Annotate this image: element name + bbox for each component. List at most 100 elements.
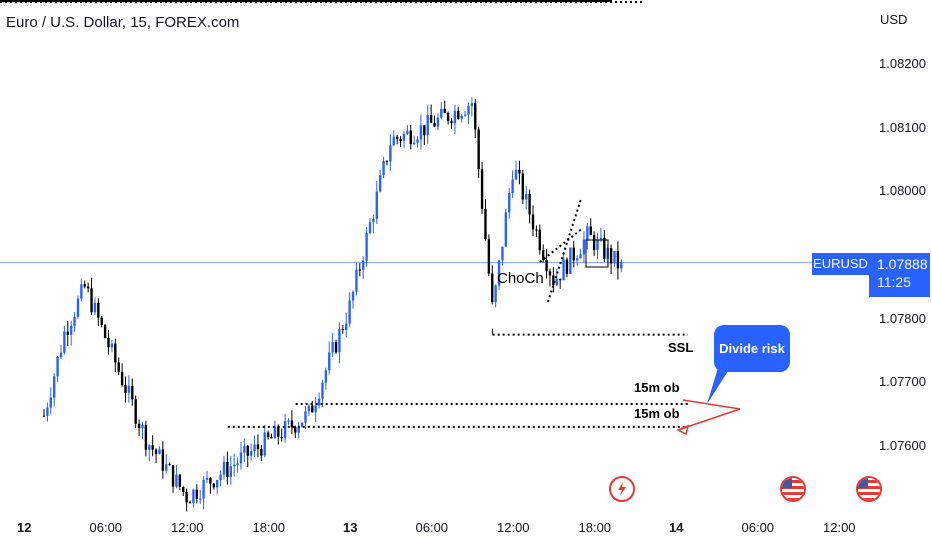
candle-body bbox=[229, 466, 232, 478]
candles bbox=[42, 97, 623, 512]
choch-label[interactable]: ChoCh bbox=[497, 270, 544, 287]
candle-body bbox=[365, 233, 368, 261]
candle-body bbox=[151, 445, 154, 450]
candle-body bbox=[589, 226, 592, 236]
candle-body bbox=[409, 130, 412, 145]
candle-body bbox=[484, 208, 487, 240]
x-tick-label: 18:00 bbox=[252, 520, 286, 535]
candle-body bbox=[90, 288, 93, 313]
candle-body bbox=[518, 169, 521, 174]
candle-body bbox=[56, 357, 59, 377]
candle-body bbox=[154, 449, 158, 455]
chart-title: Euro / U.S. Dollar, 15, FOREX.com bbox=[6, 14, 240, 31]
candle-body bbox=[80, 284, 83, 299]
candle-body bbox=[290, 420, 294, 428]
candle-body bbox=[470, 103, 474, 107]
candle-body bbox=[165, 464, 168, 471]
candle-body bbox=[185, 491, 188, 503]
candle-body bbox=[609, 248, 613, 264]
candle-body bbox=[294, 427, 297, 433]
candle-body bbox=[368, 222, 372, 234]
candle-body bbox=[158, 449, 161, 455]
candle-body bbox=[141, 424, 144, 429]
candle-body bbox=[541, 250, 545, 260]
candle-body bbox=[575, 258, 579, 261]
candle-body bbox=[521, 173, 525, 200]
candle-body bbox=[103, 324, 107, 338]
candle-body bbox=[280, 436, 283, 439]
candle-body bbox=[256, 444, 260, 450]
candle-body bbox=[531, 214, 535, 230]
x-tick-label: 06:00 bbox=[415, 520, 449, 535]
ob-upper-label[interactable]: 15m ob bbox=[634, 380, 680, 395]
candle-body bbox=[514, 169, 518, 180]
candle-body bbox=[372, 218, 375, 223]
candle-body bbox=[392, 136, 395, 146]
candle-body bbox=[287, 420, 290, 422]
candle-body bbox=[188, 502, 192, 504]
candle-body bbox=[426, 115, 429, 136]
candle-body bbox=[243, 445, 246, 453]
candle-body bbox=[423, 125, 426, 136]
candle-body bbox=[266, 432, 270, 438]
x-tick-label: 12:00 bbox=[823, 520, 856, 535]
candle-body bbox=[161, 449, 165, 471]
y-tick-label: 1.08100 bbox=[879, 119, 926, 135]
candle-body bbox=[69, 325, 73, 335]
candle-body bbox=[168, 464, 171, 466]
candle-body bbox=[457, 110, 460, 119]
candle-body bbox=[334, 342, 338, 353]
candle-body bbox=[195, 489, 199, 499]
candle-body bbox=[402, 133, 406, 141]
candle-body bbox=[86, 286, 90, 289]
candle-body bbox=[137, 423, 141, 429]
candle-body bbox=[440, 108, 443, 118]
lightning-icon[interactable] bbox=[609, 476, 635, 502]
candle-body bbox=[110, 343, 114, 348]
candle-body bbox=[599, 237, 603, 240]
candle-body bbox=[558, 278, 562, 281]
candle-body bbox=[416, 139, 419, 143]
candle-body bbox=[474, 103, 477, 130]
x-tick-label: 12:00 bbox=[171, 520, 204, 535]
candle-body bbox=[535, 229, 538, 231]
candle-body bbox=[273, 426, 277, 439]
candle-body bbox=[555, 278, 558, 286]
candle-body bbox=[586, 226, 589, 240]
candle-body bbox=[565, 259, 569, 274]
candle-body bbox=[480, 169, 484, 209]
candle-body bbox=[538, 229, 541, 251]
red-arrow-head bbox=[676, 424, 690, 436]
candle-body bbox=[395, 136, 399, 139]
candle-body bbox=[548, 271, 552, 276]
us-flag-icon[interactable] bbox=[856, 476, 882, 502]
candle-body bbox=[76, 298, 80, 317]
candle-body bbox=[331, 342, 334, 353]
us-flag-icon[interactable] bbox=[780, 476, 806, 502]
ob-lower-label[interactable]: 15m ob bbox=[634, 406, 680, 421]
x-tick-label: 06:00 bbox=[741, 520, 775, 535]
candle-body bbox=[508, 193, 511, 213]
candle-body bbox=[249, 451, 253, 456]
candle-body bbox=[345, 323, 348, 330]
candle-body bbox=[93, 302, 97, 313]
candle-body bbox=[497, 260, 501, 286]
candle-body bbox=[491, 273, 494, 303]
candle-body bbox=[429, 115, 433, 123]
candle-body bbox=[307, 405, 311, 412]
candle-body bbox=[171, 465, 175, 487]
candle-body bbox=[450, 120, 453, 124]
y-tick-label: 1.07700 bbox=[879, 374, 926, 390]
last-price-badge: 1.07888 11:25 bbox=[869, 253, 930, 297]
candle-body bbox=[412, 142, 416, 145]
ssl-label[interactable]: SSL bbox=[668, 340, 694, 355]
candle-body bbox=[511, 179, 514, 194]
x-tick-label: 12 bbox=[17, 520, 32, 535]
divide-risk-callout[interactable]: Divide risk bbox=[714, 325, 790, 372]
x-tick-label: 13 bbox=[343, 520, 358, 535]
candle-body bbox=[192, 489, 195, 503]
candle-body bbox=[525, 193, 528, 200]
candle-body bbox=[202, 479, 205, 499]
